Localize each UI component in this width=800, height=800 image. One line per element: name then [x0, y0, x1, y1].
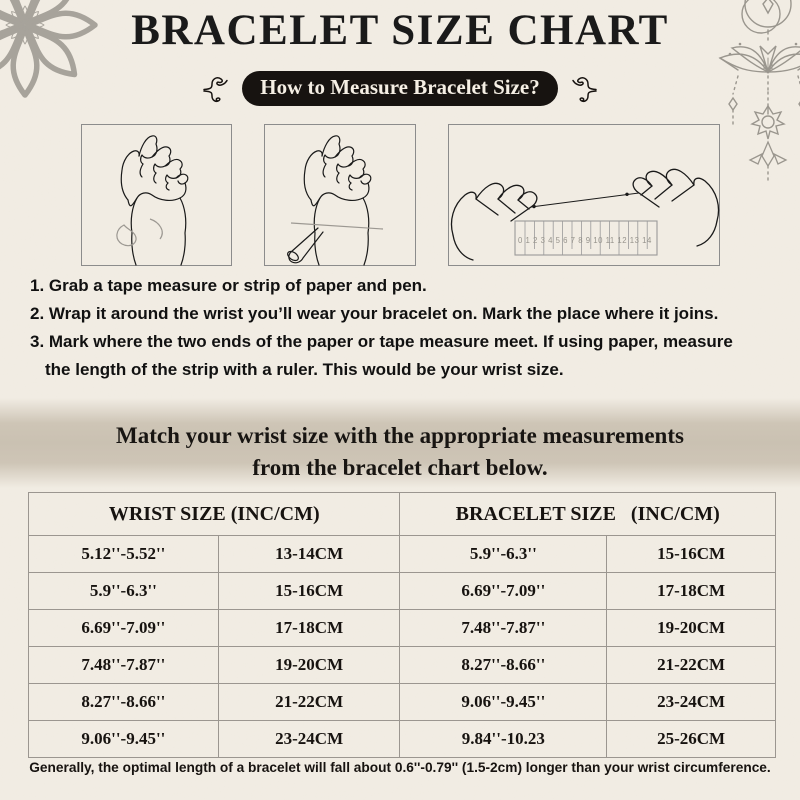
svg-text:0 1 2 3 4 5 6 7 8 9 10 11 12 1: 0 1 2 3 4 5 6 7 8 9 10 11 12 13 14 [518, 236, 652, 245]
